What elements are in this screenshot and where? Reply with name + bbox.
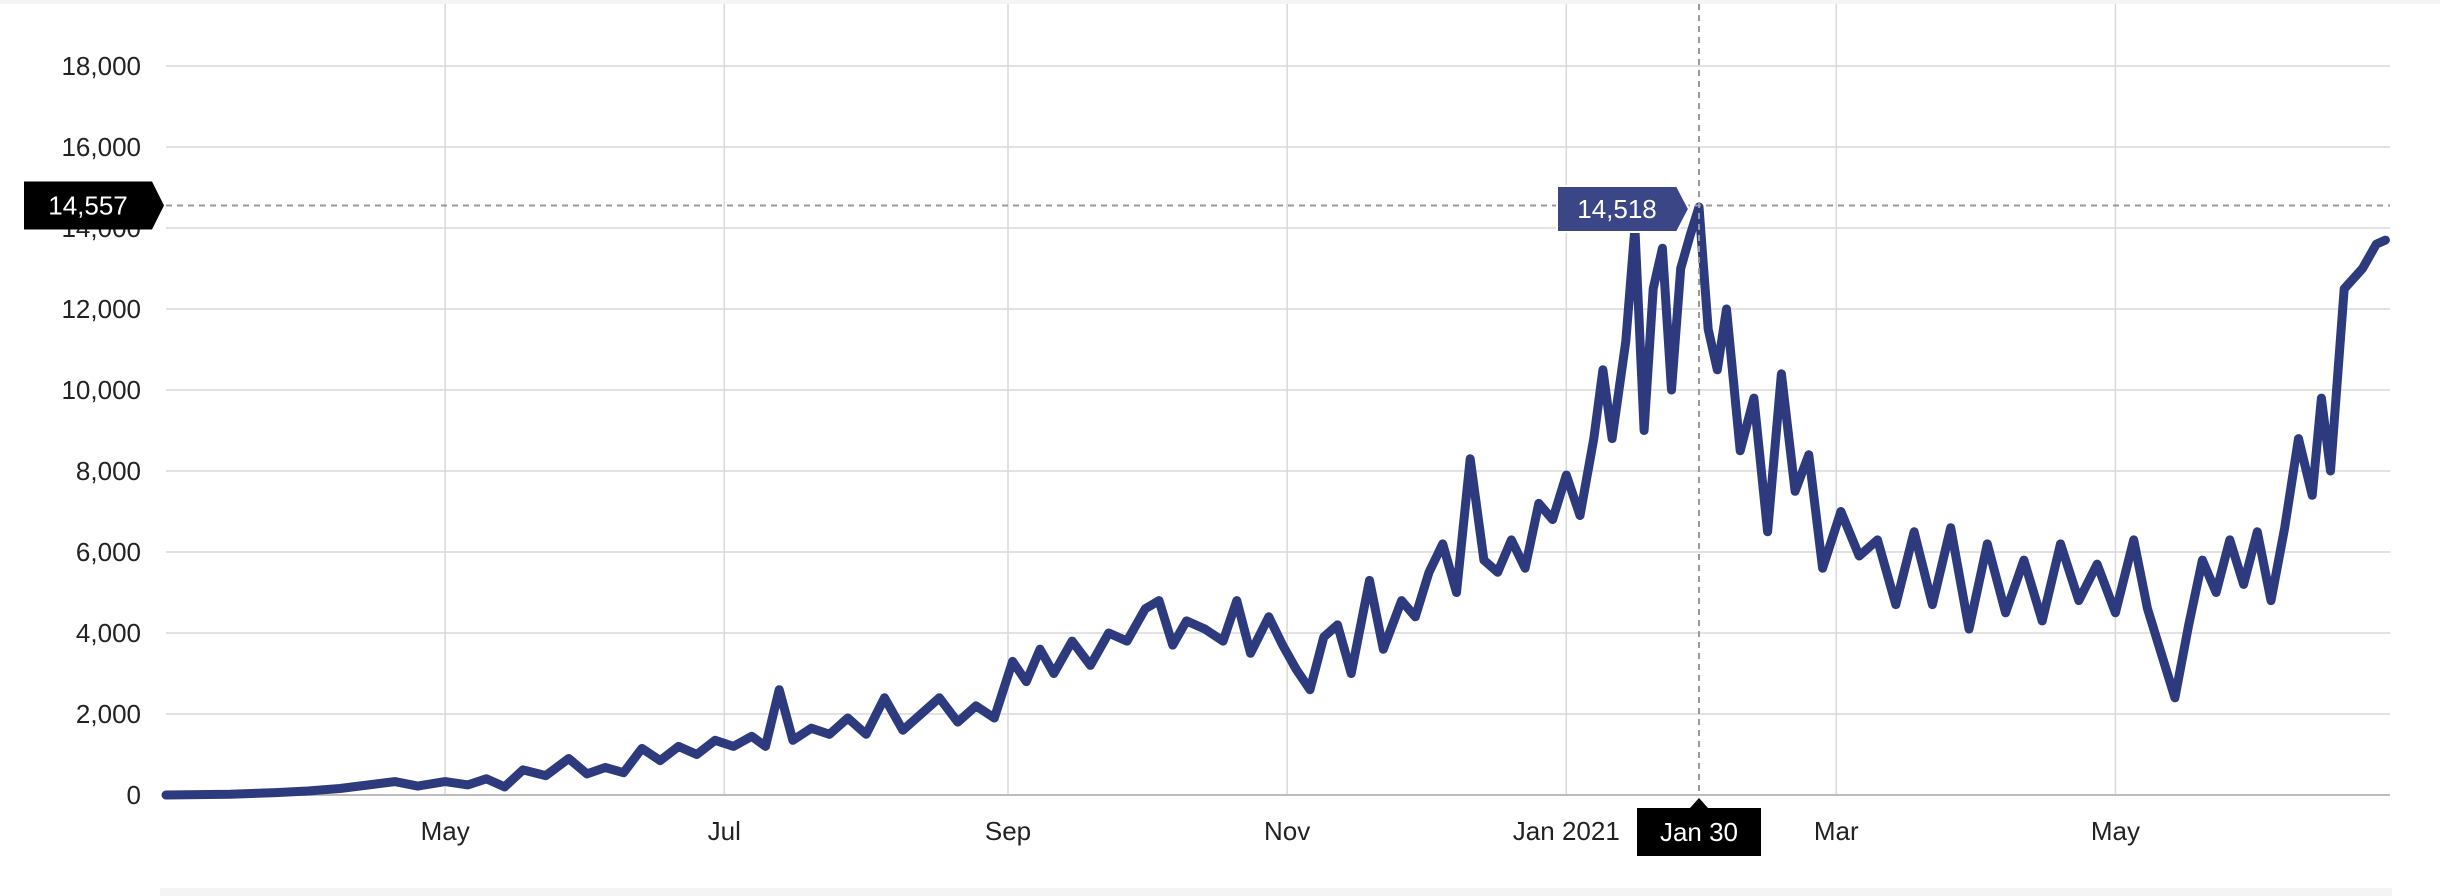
x-tick-label: Jul (708, 816, 741, 846)
x-tick-label: May (421, 816, 470, 846)
y-tick-label: 4,000 (76, 618, 141, 648)
point-value-flag-label: 14,518 (1577, 194, 1657, 224)
x-tick-label: Nov (1264, 816, 1310, 846)
x-tick-labels: May Jul Sep Nov Jan 2021 Mar May (421, 816, 2140, 846)
point-value-flag: 14,518 (1556, 185, 1691, 233)
y-tick-label: 16,000 (61, 132, 141, 162)
x-tick-label: Mar (1814, 816, 1859, 846)
series-line[interactable] (161, 202, 2390, 800)
x-date-flag-shape (1637, 798, 1762, 856)
y-tick-label: 10,000 (61, 375, 141, 405)
y-value-flag-shape (24, 181, 164, 230)
x-tick-label: Jan 2021 (1513, 816, 1620, 846)
y-tick-label: 8,000 (76, 456, 141, 486)
x-date-flag-label: Jan 30 (1660, 817, 1738, 847)
y-value-flag: 14,557 (24, 181, 164, 230)
y-tick-label: 12,000 (61, 294, 141, 324)
x-tick-label: May (2091, 816, 2140, 846)
y-gridlines (166, 65, 2390, 796)
bottom-strip (160, 888, 2392, 896)
x-tick-label: Sep (985, 816, 1031, 846)
y-tick-label: 0 (127, 780, 141, 810)
y-value-flag-label: 14,557 (48, 190, 128, 220)
y-tick-label: 6,000 (76, 537, 141, 567)
point-value-flag-shape (1556, 185, 1691, 233)
y-tick-label: 18,000 (61, 51, 141, 81)
x-date-flag: Jan 30 (1637, 798, 1762, 856)
y-tick-label: 2,000 (76, 699, 141, 729)
top-strip (0, 0, 2440, 4)
